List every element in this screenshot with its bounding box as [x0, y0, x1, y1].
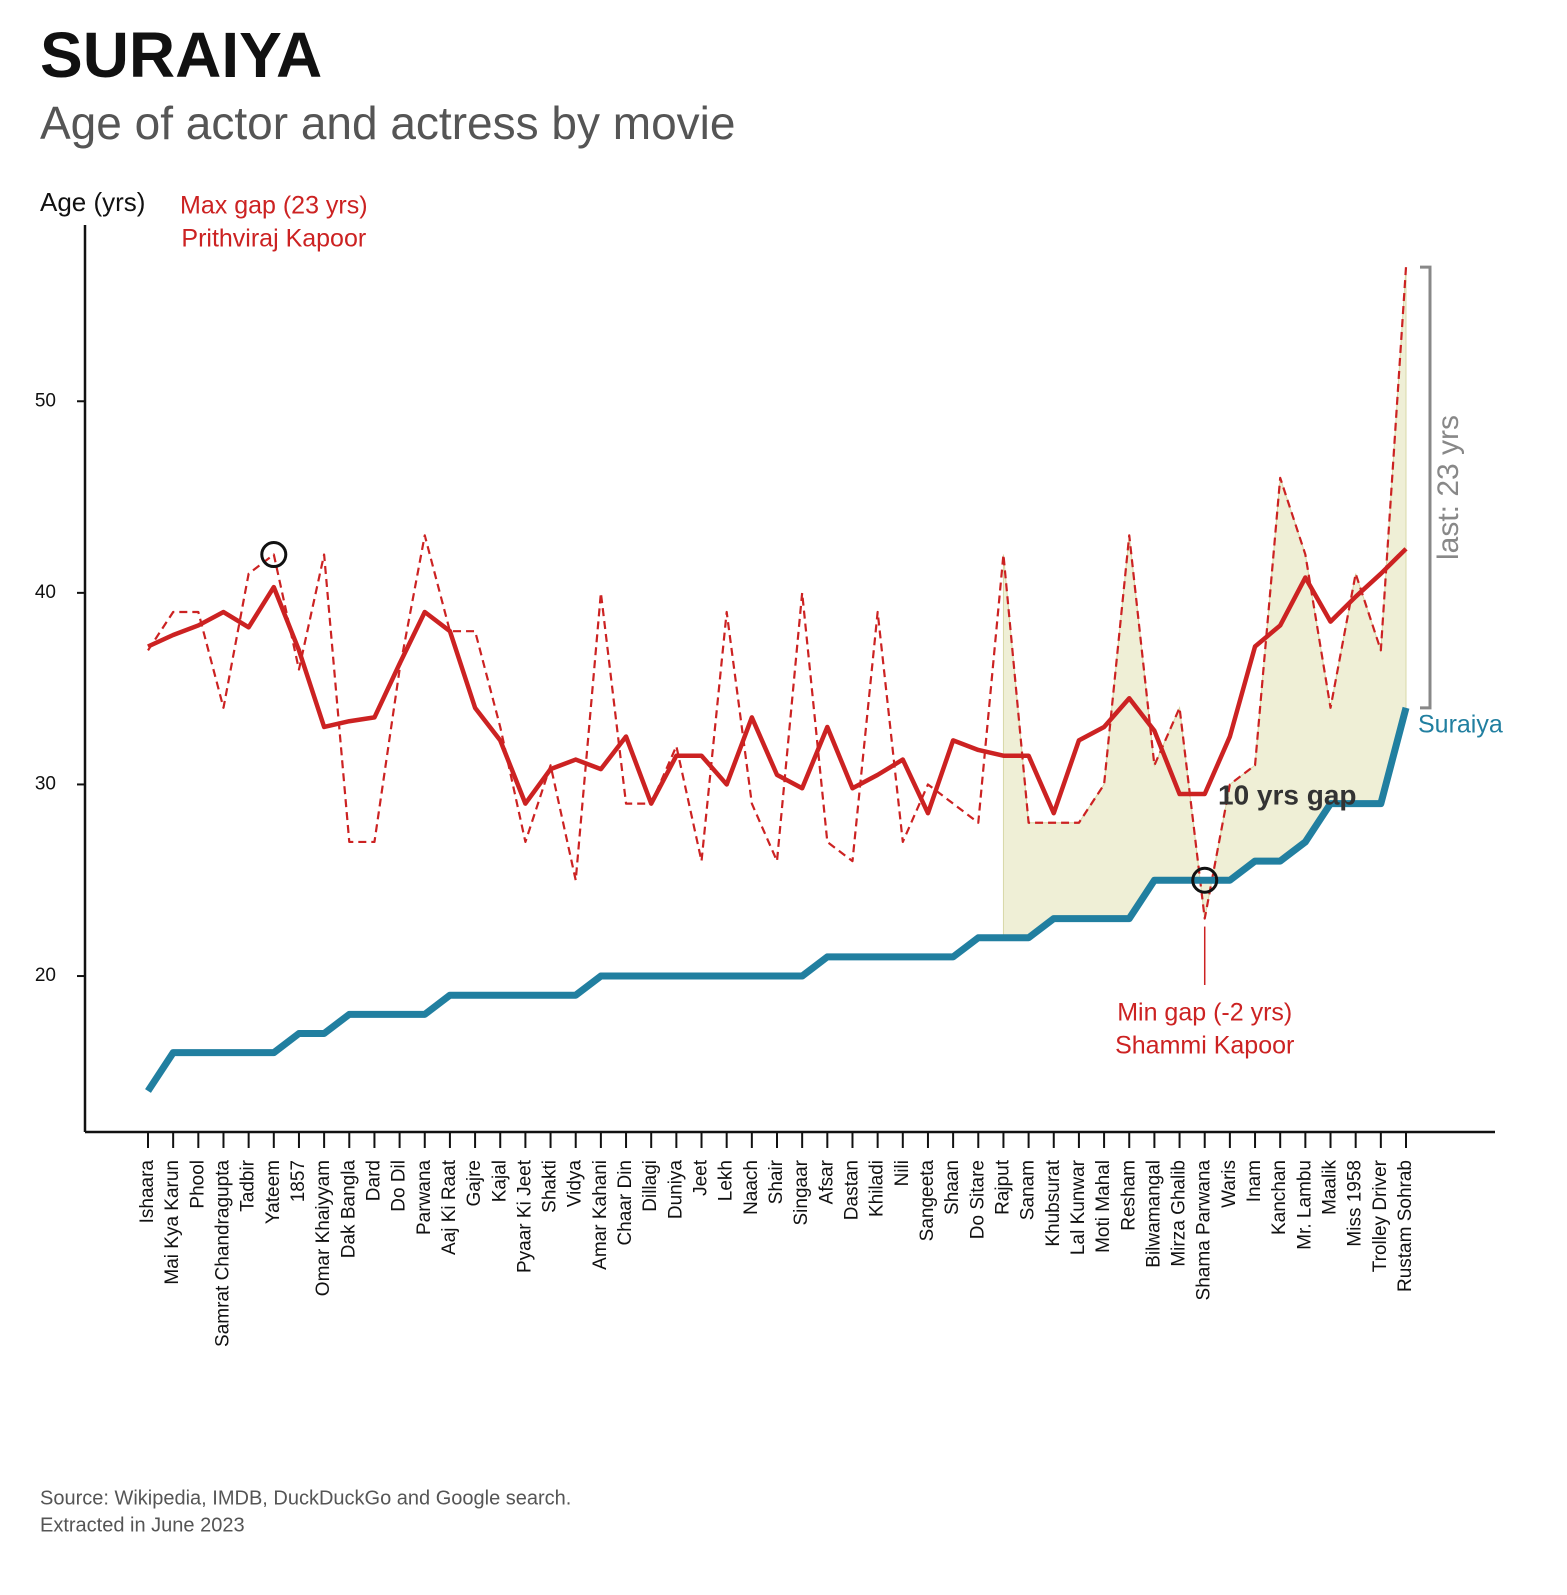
x-tick-label: Moti Mahal: [1093, 1160, 1114, 1253]
x-tick-label: Duniya: [665, 1160, 686, 1220]
x-tick-label: Rajput: [992, 1159, 1013, 1215]
max-gap-label: Max gap (23 yrs): [180, 192, 368, 220]
x-tick-label: Phool: [187, 1160, 208, 1209]
y-tick-label: 20: [35, 965, 56, 986]
x-tick-label: Dastan: [841, 1160, 862, 1220]
x-tick-label: Dard: [363, 1160, 384, 1201]
chart-subtitle: Age of actor and actress by movie: [40, 97, 735, 149]
min-gap-label: Shammi Kapoor: [1115, 1032, 1294, 1060]
x-tick-label: Chaar Din: [615, 1160, 636, 1246]
x-tick-label: Naach: [741, 1160, 762, 1215]
x-tick-label: Trolley Driver: [1370, 1159, 1391, 1272]
x-tick-label: Amar Kahani: [590, 1160, 611, 1270]
x-tick-label: Singaar: [791, 1159, 812, 1225]
x-tick-label: Waris: [1219, 1160, 1240, 1208]
x-tick-label: Dak Bangla: [338, 1160, 359, 1259]
y-axis-label: Age (yrs): [40, 187, 145, 217]
y-tick-label: 30: [35, 773, 56, 794]
chart-title: SURAIYA: [40, 19, 322, 91]
x-tick-label: Afsar: [816, 1159, 837, 1204]
max-gap-label: Prithviraj Kapoor: [181, 225, 366, 253]
x-tick-label: Gajre: [464, 1160, 485, 1206]
gap-area: [1002, 267, 1407, 939]
x-tick-label: Omar Khaiyyam: [313, 1160, 334, 1296]
x-tick-label: Samrat Chandragupta: [212, 1160, 233, 1347]
series-line: [145, 706, 1410, 1093]
x-tick-label: 1857: [288, 1160, 309, 1202]
x-tick-label: Shaan: [942, 1160, 963, 1215]
x-tick-label: Dillagi: [640, 1160, 661, 1212]
x-tick-label: Mirza Ghalib: [1169, 1160, 1190, 1267]
min-gap-label: Min gap (-2 yrs): [1117, 999, 1292, 1027]
x-tick-label: Jeet: [691, 1159, 712, 1196]
series-line: [147, 547, 1408, 816]
x-tick-label: Ishaara: [137, 1160, 158, 1224]
x-tick-label: Shama Parwana: [1194, 1160, 1215, 1301]
x-tick-label: Pyaar Ki Jeet: [514, 1159, 535, 1273]
source: Extracted in June 2023: [40, 1514, 245, 1536]
x-tick-label: Yateem: [263, 1160, 284, 1224]
x-tick-label: Inam: [1244, 1160, 1265, 1202]
x-tick-label: Vidya: [565, 1160, 586, 1208]
x-tick-label: Kanchan: [1269, 1160, 1290, 1235]
series-line: [147, 267, 1408, 920]
series-label: Suraiya: [1418, 711, 1503, 739]
source: Source: Wikipedia, IMDB, DuckDuckGo and …: [40, 1487, 571, 1509]
y-tick-label: 50: [35, 390, 56, 411]
x-tick-label: Shair: [766, 1159, 787, 1204]
last-gap-bracket: [1420, 265, 1432, 710]
x-tick-label: Lal Kunwar: [1068, 1159, 1089, 1255]
x-tick-label: Tadbir: [238, 1159, 259, 1211]
x-tick-label: Mai Kya Karun: [162, 1160, 183, 1285]
max-gap-marker: [260, 541, 288, 569]
x-tick-label: Lekh: [716, 1160, 737, 1201]
x-tick-label: Aaj Ki Raat: [439, 1159, 460, 1255]
x-tick-label: Shakti: [540, 1160, 561, 1213]
x-tick-label: Nili: [892, 1160, 913, 1186]
x-tick-label: Kajal: [489, 1160, 510, 1202]
x-tick-label: Parwana: [414, 1160, 435, 1235]
x-tick-label: Khubsurat: [1043, 1159, 1064, 1246]
min-gap-marker: [1191, 866, 1219, 894]
y-tick-label: 40: [35, 582, 56, 603]
x-tick-label: Resham: [1118, 1160, 1139, 1231]
x-tick-label: Sangeeta: [917, 1160, 938, 1242]
x-tick-label: Bilwamangal: [1143, 1160, 1164, 1268]
x-tick-label: Do Sitare: [967, 1160, 988, 1239]
gap-label: 10 yrs gap: [1218, 779, 1357, 810]
x-tick-label: Khiladi: [867, 1160, 888, 1217]
last-gap-label: last: 23 yrs: [1432, 415, 1465, 560]
x-tick-label: Sanam: [1018, 1160, 1039, 1220]
x-tick-label: Do Dil: [389, 1160, 410, 1212]
x-tick-label: Miss 1958: [1345, 1160, 1366, 1247]
x-tick-label: Rustam Sohrab: [1395, 1160, 1416, 1292]
x-tick-label: Maalik: [1320, 1160, 1341, 1215]
x-tick-label: Mr. Lambu: [1294, 1160, 1315, 1250]
